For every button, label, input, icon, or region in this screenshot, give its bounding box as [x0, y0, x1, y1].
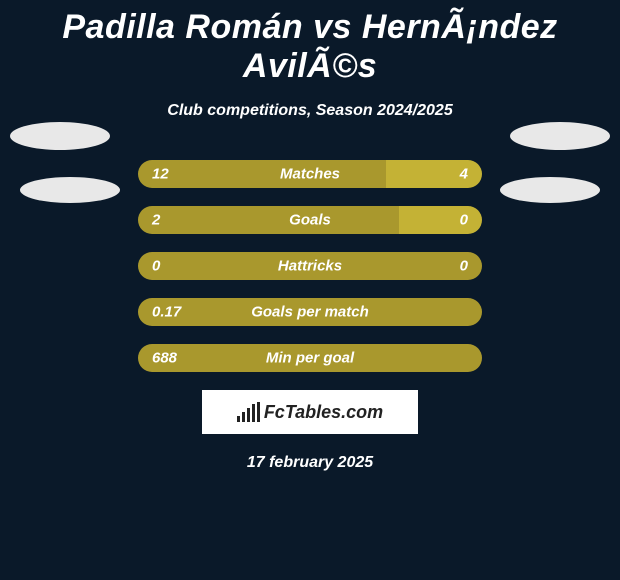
stat-label: Matches	[280, 166, 340, 183]
logo-content: FcTables.com	[237, 402, 383, 423]
stat-row: 12 4 Matches	[138, 160, 482, 188]
stat-row: 0.17 Goals per match	[138, 298, 482, 326]
stat-value-right: 0	[460, 258, 468, 275]
bar-icon-segment	[242, 412, 245, 422]
bar-icon-segment	[237, 416, 240, 422]
logo-text: FcTables.com	[264, 402, 383, 423]
bar-icon-segment	[257, 402, 260, 422]
stat-label: Goals per match	[251, 304, 369, 321]
stat-row: 2 0 Goals	[138, 206, 482, 234]
stat-row: 688 Min per goal	[138, 344, 482, 372]
comparison-title: Padilla Román vs HernÃ¡ndez AvilÃ©s	[0, 0, 620, 86]
stat-value-right: 4	[460, 166, 468, 183]
player-left-oval-top	[10, 122, 110, 150]
stat-bar-left	[138, 160, 386, 188]
bar-icon-segment	[247, 408, 250, 422]
player-right-oval-bottom	[500, 177, 600, 203]
date-text: 17 february 2025	[0, 454, 620, 472]
stats-container: 12 4 Matches 2 0 Goals 0 0 Hattricks 0.17 Goals pe…	[138, 160, 482, 372]
stat-bar-left	[138, 206, 399, 234]
stat-label: Hattricks	[278, 258, 342, 275]
stat-label: Min per goal	[266, 350, 354, 367]
stat-row: 0 0 Hattricks	[138, 252, 482, 280]
stat-value-left: 0	[152, 258, 160, 275]
player-left-oval-bottom	[20, 177, 120, 203]
stat-value-left: 0.17	[152, 304, 181, 321]
stat-value-left: 2	[152, 212, 160, 229]
stat-bar-right	[399, 206, 482, 234]
logo-box: FcTables.com	[202, 390, 418, 434]
stat-value-right: 0	[460, 212, 468, 229]
stat-value-left: 688	[152, 350, 177, 367]
bars-icon	[237, 402, 260, 422]
player-right-oval-top	[510, 122, 610, 150]
stat-label: Goals	[289, 212, 331, 229]
season-subtitle: Club competitions, Season 2024/2025	[0, 102, 620, 120]
stat-value-left: 12	[152, 166, 169, 183]
bar-icon-segment	[252, 404, 255, 422]
